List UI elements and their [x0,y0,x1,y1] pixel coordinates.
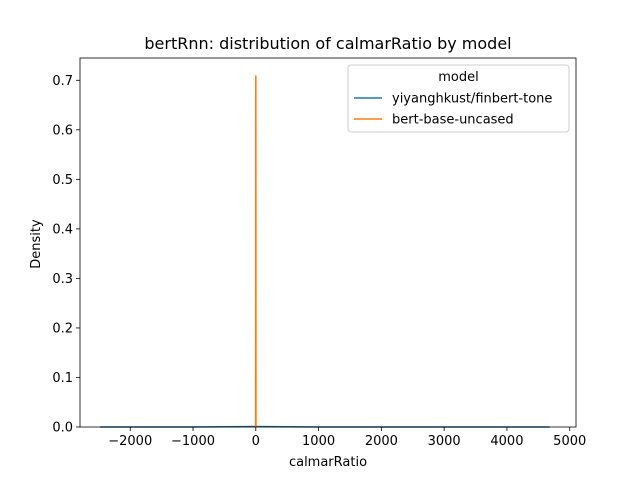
x-tick-label: 0 [252,434,260,449]
plot-frame [79,57,577,428]
x-tick-label: 3000 [428,434,461,449]
y-tick-label: 0.7 [52,74,73,89]
y-tick-label: 0.2 [52,321,73,336]
legend-label-0: yiyanghkust/finbert-tone [392,92,552,107]
legend-box [347,64,570,133]
y-tick-label: 0.4 [52,222,73,237]
x-tick-label: 2000 [365,434,398,449]
x-axis-ticks: −2000 −1000 0 1000 2000 3000 4000 5000 [108,427,586,449]
y-tick-label: 0.0 [52,421,73,436]
x-tick-label: 4000 [490,434,523,449]
y-tick-label: 0.1 [52,371,73,386]
x-tick-label: 5000 [553,434,586,449]
y-tick-label: 0.3 [52,272,73,287]
legend: model yiyanghkust/finbert-tone bert-base-u… [347,64,570,133]
x-tick-label: −2000 [108,434,152,449]
y-tick-label: 0.6 [52,123,73,138]
x-axis-label: calmarRatio [289,455,367,470]
y-tick-label: 0.5 [52,173,73,188]
x-tick-label: −1000 [171,434,215,449]
legend-label-1: bert-base-uncased [392,113,514,128]
chart-title: bertRnn: distribution of calmarRatio by … [144,34,511,53]
y-axis-label: Density [29,219,44,269]
series-line-1 [254,75,257,428]
x-tick-label: 1000 [302,434,335,449]
legend-title: model [438,70,478,85]
y-axis-ticks: 0.0 0.1 0.2 0.3 0.4 0.5 0.6 0.7 [52,74,80,436]
